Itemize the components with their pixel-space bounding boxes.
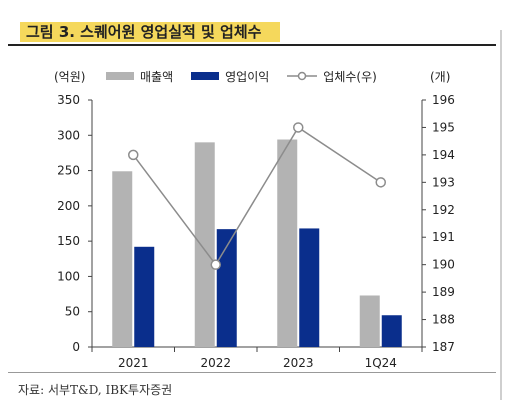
left-tick-label: 300 bbox=[57, 128, 80, 142]
count-point bbox=[210, 259, 221, 270]
revenue-bar bbox=[277, 139, 298, 347]
right-tick-label: 191 bbox=[432, 230, 455, 244]
legend-item-revenue: 매출액 bbox=[106, 68, 173, 85]
x-tick-label: 2023 bbox=[283, 356, 314, 370]
chart-legend: 매출액 영업이익 업체수(우) bbox=[106, 68, 395, 84]
legend-item-count: 업체수(우) bbox=[287, 68, 377, 85]
legend-item-op-profit: 영업이익 bbox=[191, 68, 269, 85]
count-line bbox=[132, 126, 382, 267]
op-profit-bar bbox=[381, 315, 402, 347]
revenue-bar bbox=[112, 171, 133, 347]
left-tick-label: 200 bbox=[57, 199, 80, 213]
right-axis-unit: (개) bbox=[430, 70, 451, 84]
figure-title-bar: 그림 3. 스퀘어원 영업실적 및 업체수 bbox=[8, 18, 496, 46]
right-tick-label: 190 bbox=[432, 258, 455, 272]
right-tick-label: 196 bbox=[432, 93, 455, 107]
legend-swatch-count bbox=[287, 71, 318, 81]
legend-label-op-profit: 영업이익 bbox=[225, 69, 270, 84]
right-tick-label: 195 bbox=[432, 120, 455, 134]
op-profit-bar bbox=[216, 229, 237, 347]
revenue-bar bbox=[359, 295, 380, 347]
x-tick-label: 2021 bbox=[118, 356, 149, 370]
x-tick-label: 1Q24 bbox=[365, 356, 397, 370]
title-highlight bbox=[20, 22, 280, 42]
count-point bbox=[375, 177, 386, 188]
figure-title: 그림 3. 스퀘어원 영업실적 및 업체수 bbox=[26, 23, 262, 41]
op-profit-bar bbox=[134, 246, 155, 347]
source-note: 자료: 서부T&D, IBK투자증권 bbox=[18, 383, 173, 397]
right-tick-label: 189 bbox=[432, 285, 455, 299]
count-point bbox=[128, 149, 139, 161]
count-point bbox=[293, 122, 304, 133]
left-tick-label: 0 bbox=[72, 340, 80, 354]
panel-edge bbox=[500, 30, 502, 400]
right-tick-label: 188 bbox=[432, 313, 455, 327]
left-tick-label: 250 bbox=[57, 164, 80, 178]
legend-swatch-op-profit bbox=[191, 72, 220, 80]
revenue-bar bbox=[194, 142, 215, 347]
right-tick-label: 194 bbox=[432, 148, 455, 162]
op-profit-bar bbox=[299, 228, 320, 347]
legend-label-count: 업체수(우) bbox=[323, 69, 377, 84]
left-tick-label: 150 bbox=[57, 234, 80, 248]
legend-label-revenue: 매출액 bbox=[140, 69, 174, 84]
legend-swatch-revenue bbox=[106, 72, 134, 80]
right-tick-label: 187 bbox=[432, 340, 455, 354]
right-tick-label: 192 bbox=[432, 203, 455, 217]
right-tick-label: 193 bbox=[432, 175, 455, 189]
left-tick-label: 100 bbox=[57, 269, 80, 283]
left-tick-label: 50 bbox=[65, 305, 80, 319]
left-axis-unit: (억원) bbox=[54, 70, 86, 84]
left-tick-label: 350 bbox=[57, 93, 80, 107]
x-tick-label: 2022 bbox=[200, 356, 231, 370]
footer-divider bbox=[8, 372, 496, 373]
